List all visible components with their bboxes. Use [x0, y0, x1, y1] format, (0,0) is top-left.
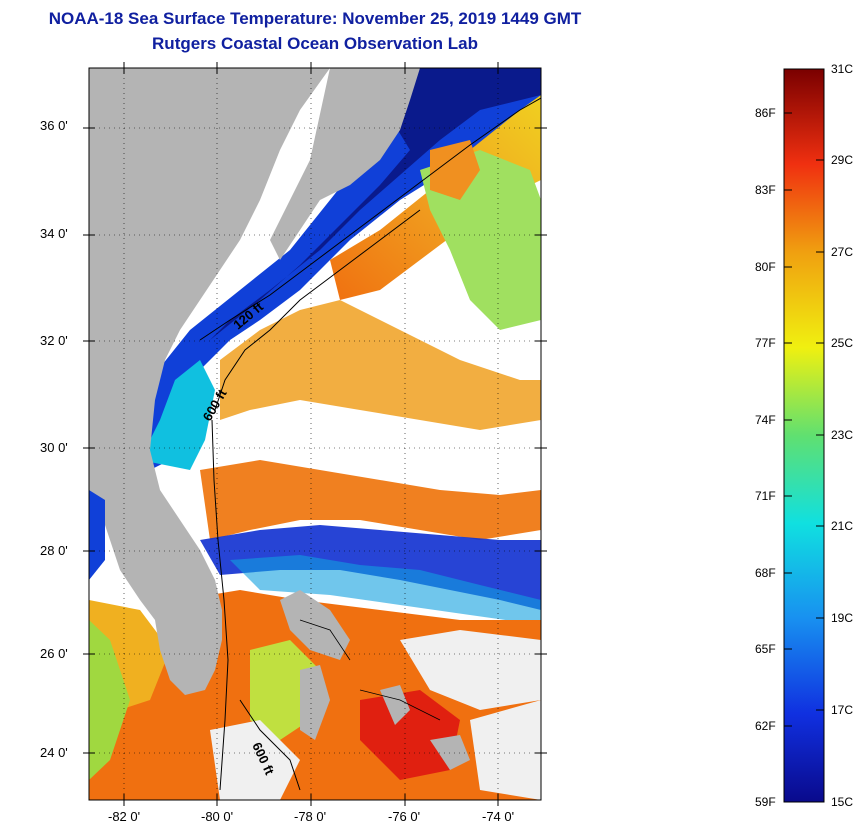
lat-label-36: 36 0'	[40, 118, 68, 133]
cb-f-71: 71F	[755, 489, 776, 503]
lat-label-34: 34 0'	[40, 226, 68, 241]
lat-label-32: 32 0'	[40, 333, 68, 348]
cb-c-15: 15C	[831, 795, 854, 809]
cb-c-25: 25C	[831, 336, 854, 350]
axis-ticks	[83, 62, 547, 806]
cb-c-23: 23C	[831, 428, 854, 442]
lat-label-28: 28 0'	[40, 543, 68, 558]
lon-label-74: -74 0'	[482, 809, 515, 824]
cb-c-21: 21C	[831, 519, 854, 533]
lon-label-80: -80 0'	[201, 809, 234, 824]
lat-label-26: 26 0'	[40, 646, 68, 661]
cb-f-62: 62F	[755, 719, 776, 733]
cb-f-74: 74F	[755, 413, 776, 427]
cb-c-19: 19C	[831, 611, 854, 625]
cb-f-65: 65F	[755, 642, 776, 656]
cb-f-86: 86F	[755, 106, 776, 120]
cb-f-83: 83F	[755, 183, 776, 197]
map-frame	[88, 67, 542, 801]
lon-label-78: -78 0'	[294, 809, 327, 824]
map-imagery	[89, 68, 541, 800]
cb-c-27: 27C	[831, 245, 854, 259]
map-title: NOAA-18 Sea Surface Temperature: Novembe…	[48, 9, 582, 28]
cb-c-29: 29C	[831, 153, 854, 167]
cb-f-77: 77F	[755, 336, 776, 350]
cb-f-80: 80F	[755, 260, 776, 274]
cb-c-31: 31C	[831, 62, 854, 76]
lat-label-24: 24 0'	[40, 745, 68, 760]
cb-c-17: 17C	[831, 703, 854, 717]
cb-f-68: 68F	[755, 566, 776, 580]
lon-label-82: -82 0'	[108, 809, 141, 824]
cb-f-59: 59F	[755, 795, 776, 809]
lon-label-76: -76 0'	[388, 809, 421, 824]
lat-label-30: 30 0'	[40, 440, 68, 455]
map-subtitle: Rutgers Coastal Ocean Observation Lab	[152, 34, 478, 53]
